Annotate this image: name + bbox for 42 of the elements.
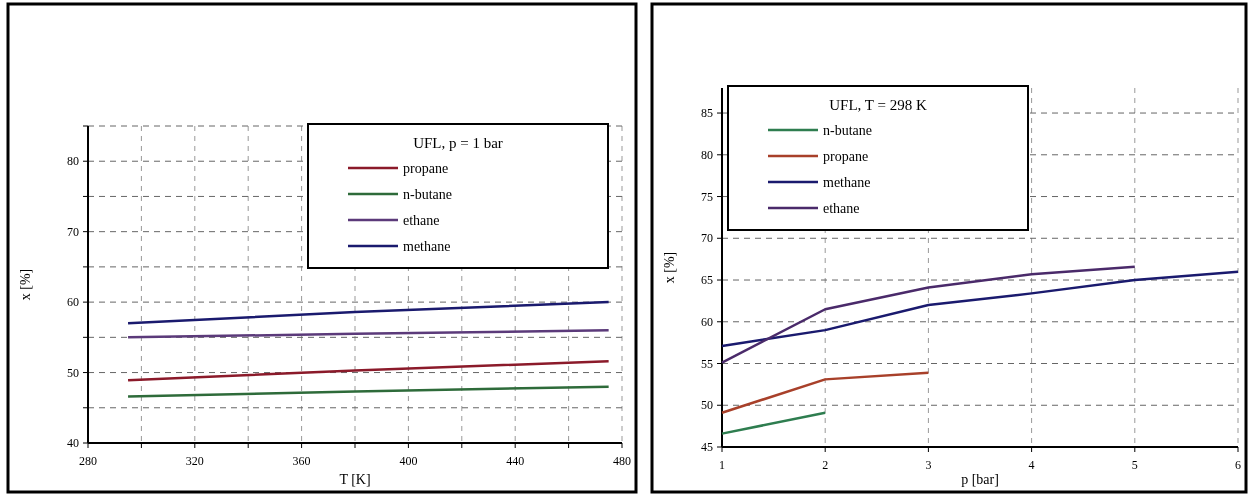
y-tick-label: 65 xyxy=(701,273,713,288)
legend-label: ethane xyxy=(823,201,860,216)
x-tick-label: 5 xyxy=(1131,458,1138,472)
x-axis-title: T [K] xyxy=(339,472,371,487)
x-tick-label: 440 xyxy=(506,454,525,468)
x-tick-label: 480 xyxy=(613,454,631,468)
line-series xyxy=(720,270,1240,348)
y-tick-label: 50 xyxy=(67,365,79,380)
x-tick-label: 2 xyxy=(822,458,829,472)
y-tick-label: 50 xyxy=(701,398,713,413)
y-tick-label: 70 xyxy=(67,224,79,239)
legend-title: UFL, p = 1 bar xyxy=(413,135,503,151)
y-tick-label: 45 xyxy=(701,440,713,454)
y-axis-title: x [%] xyxy=(18,268,33,301)
legend-label: methane xyxy=(403,239,451,254)
y-tick-label: 80 xyxy=(67,154,79,169)
legend-title: UFL, T = 298 K xyxy=(829,97,927,113)
legend-label: n-butane xyxy=(403,187,452,202)
y-tick-label: 55 xyxy=(701,356,713,371)
x-tick-label: 3 xyxy=(925,458,932,472)
x-tick-label: 360 xyxy=(292,454,311,468)
x-tick-label: 320 xyxy=(185,454,204,468)
x-axis-title: p [bar] xyxy=(961,472,999,487)
legend-label: propane xyxy=(823,149,869,164)
legend-label: methane xyxy=(823,175,871,190)
x-tick-label: 4 xyxy=(1028,458,1035,472)
x-tick-label: 400 xyxy=(399,454,418,468)
y-tick-label: 60 xyxy=(701,314,713,329)
y-tick-label: 70 xyxy=(701,231,713,246)
y-tick-label: 60 xyxy=(67,295,79,310)
y-tick-label: 80 xyxy=(701,147,713,162)
y-axis-title: x [%] xyxy=(662,251,677,284)
x-tick-label: 1 xyxy=(719,458,725,472)
legend-label: propane xyxy=(403,161,449,176)
x-tick-label: 280 xyxy=(79,454,97,468)
line-series xyxy=(720,265,1137,364)
y-tick-label: 75 xyxy=(701,189,713,204)
y-tick-label: 40 xyxy=(67,436,79,450)
y-tick-label: 85 xyxy=(701,106,713,121)
legend-label: ethane xyxy=(403,213,440,228)
x-tick-label: 6 xyxy=(1235,458,1241,472)
legend-label: n-butane xyxy=(823,123,872,138)
